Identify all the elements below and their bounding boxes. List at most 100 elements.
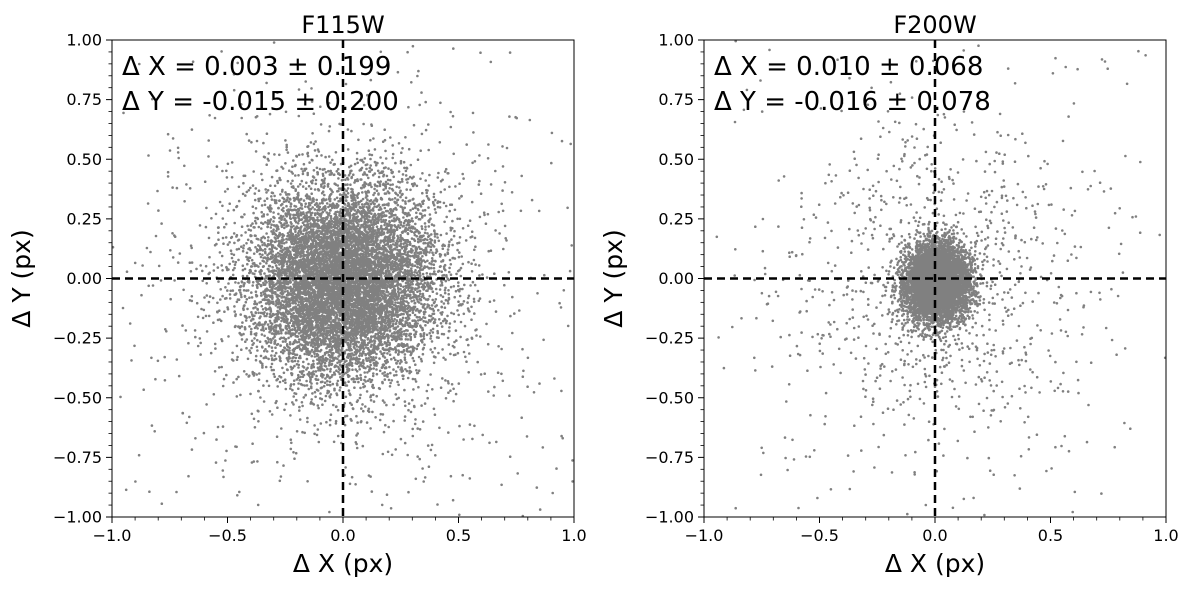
scatter-point [273,153,276,156]
scatter-point [365,163,369,166]
scatter-point [281,340,285,343]
scatter-point [195,301,199,305]
scatter-point [305,181,308,184]
scatter-point [389,381,392,385]
scatter-point [238,288,242,292]
scatter-point [406,376,410,380]
scatter-point [437,171,440,175]
scatter-point [439,322,443,325]
scatter-point [425,194,429,198]
scatter-point [382,232,385,236]
scatter-point [214,347,217,350]
scatter-point [366,198,369,201]
scatter-point [333,198,337,201]
scatter-point [381,372,384,375]
scatter-point [318,167,322,171]
scatter-point [310,382,313,385]
scatter-point [415,184,419,188]
scatter-point [248,256,252,260]
scatter-point [286,368,289,372]
scatter-point [250,327,253,331]
scatter-point [269,218,273,221]
scatter-point [267,384,271,388]
scatter-point [405,349,409,353]
scatter-point [301,172,305,176]
scatter-point [355,157,359,161]
scatter-point [428,251,431,254]
scatter-point [323,353,327,356]
scatter-point [293,199,296,202]
scatter-point [205,206,208,210]
scatter-point [419,298,423,302]
scatter-point [482,211,486,214]
scatter-point [239,293,243,296]
scatter-point [290,359,294,363]
scatter-point [237,298,241,302]
scatter-point [350,190,353,194]
scatter-point [315,374,318,378]
scatter-point [282,197,286,201]
scatter-point [324,171,328,174]
scatter-point [369,199,373,202]
scatter-point [395,373,398,377]
scatter-point [260,204,264,207]
scatter-point [477,183,481,186]
scatter-point [271,265,274,269]
scatter-point [404,229,408,233]
scatter-point [328,396,332,399]
scatter-point [301,404,304,408]
scatter-point [274,237,277,241]
scatter-point [425,191,429,195]
scatter-point [256,307,259,311]
scatter-point [305,379,308,383]
scatter-point [438,288,442,291]
scatter-point [453,295,457,299]
scatter-point [367,176,370,180]
scatter-point [427,225,431,228]
scatter-point [256,338,259,342]
scatter-point [486,212,490,216]
scatter-point [378,357,381,360]
scatter-point [344,384,347,387]
scatter-point [444,254,447,257]
scatter-point [234,324,237,328]
scatter-point [346,204,349,208]
scatter-point [239,313,242,316]
scatter-point [356,399,360,402]
scatter-point [248,325,251,328]
scatter-panel-f115w: F115W −1.0 −0.5 0.0 0.5 1.0 −1.00−0.75−0.50−… [7,11,587,578]
scatter-point [442,201,446,205]
scatter-point [430,340,434,343]
scatter-point [234,281,237,284]
scatter-point [369,157,372,161]
scatter-point [245,298,249,301]
scatter-point [377,175,381,179]
scatter-point [419,292,422,296]
scatter-point [351,199,355,202]
scatter-point [250,265,254,268]
scatter-point [412,328,416,332]
scatter-point [244,300,248,304]
scatter-point [233,266,236,270]
scatter-point [436,201,439,205]
scatter-point [404,196,408,200]
scatter-point [251,205,255,208]
scatter-point [454,289,458,293]
scatter-point [233,310,236,313]
scatter-point [396,198,400,202]
scatter-point [442,302,446,305]
scatter-point [329,393,333,396]
scatter-point [254,311,257,314]
scatter-point [278,308,282,311]
scatter-point [379,156,382,159]
scatter-point [386,178,390,182]
scatter-point [461,262,465,266]
scatter-point [393,332,397,335]
scatter-point [240,280,244,283]
scatter-point [396,301,400,305]
scatter-point [412,299,416,302]
scatter-point [397,365,400,369]
scatter-point [225,296,228,300]
scatter-point [223,310,226,314]
